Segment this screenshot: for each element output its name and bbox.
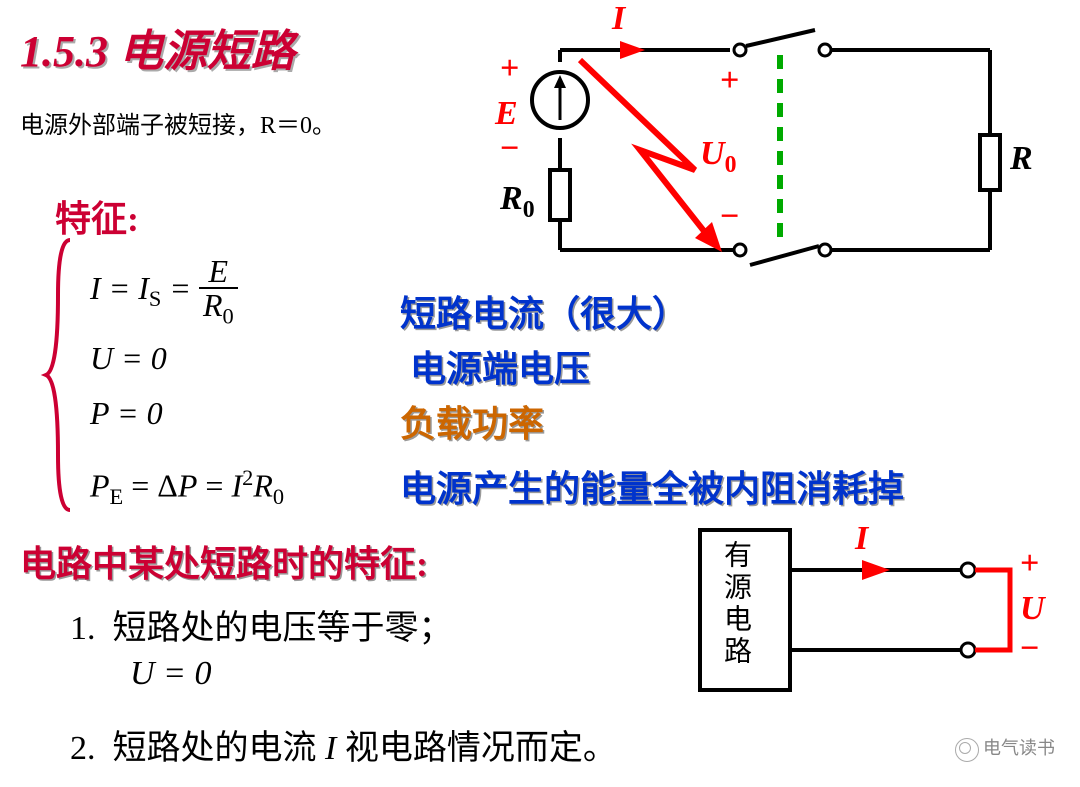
desc-4: 电源产生的能量全被内阻消耗掉 xyxy=(400,460,904,512)
label-I-2: I xyxy=(855,520,868,558)
label-minus-U0: − xyxy=(720,198,739,236)
box-label: 有源电路 xyxy=(715,540,755,668)
circuit-diagram-1 xyxy=(470,20,1040,270)
list-item-1: 1. 短路处的电压等于零； xyxy=(70,600,453,649)
desc-1: 短路电流（很大） xyxy=(400,285,688,337)
subtitle-text: 电源外部端子被短接，R＝0。 xyxy=(20,105,336,140)
watermark-icon xyxy=(955,738,979,762)
label-R0: R0 xyxy=(500,180,535,224)
list-item-2: 2. 短路处的电流 I 视电路情况而定。 xyxy=(70,720,617,769)
label-minus-E: − xyxy=(500,130,519,168)
desc-2: 电源端电压 xyxy=(410,340,590,392)
watermark: 电气读书 xyxy=(955,734,1055,762)
page-title: 1.5.3 电源短路 xyxy=(20,15,295,79)
label-I-top: I xyxy=(612,0,625,38)
equation-2: U = 0 xyxy=(90,340,167,377)
equation-4: PE = ΔP = I2R0 xyxy=(90,465,284,510)
section2-title: 电路中某处短路时的特征: xyxy=(20,535,428,587)
label-U0: U0 xyxy=(700,135,736,179)
label-E: E xyxy=(495,95,518,133)
equation-3: P = 0 xyxy=(90,395,163,432)
list-item-1-eq: U = 0 xyxy=(130,655,212,693)
equation-1: I = IS = E R0 xyxy=(90,255,238,328)
label-plus-2: + xyxy=(1020,545,1039,583)
label-plus-E: + xyxy=(500,50,519,88)
label-R: R xyxy=(1010,140,1033,178)
label-U-2: U xyxy=(1020,590,1045,628)
brace-icon xyxy=(40,235,80,515)
desc-3: 负载功率 xyxy=(400,395,544,447)
label-minus-2: − xyxy=(1020,630,1039,668)
label-plus-U0: + xyxy=(720,62,739,100)
